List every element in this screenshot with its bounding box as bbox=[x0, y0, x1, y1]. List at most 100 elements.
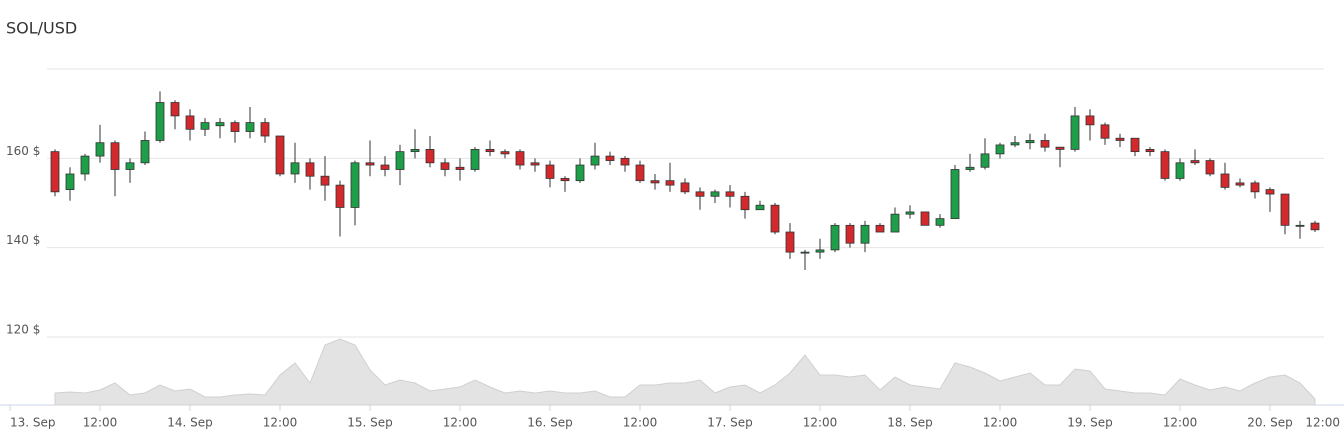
x-tick-label: 12:00 bbox=[263, 416, 298, 430]
candle-body bbox=[920, 211, 930, 226]
chart-title: SOL/USD bbox=[6, 19, 77, 38]
candle-body bbox=[695, 191, 705, 197]
volume-area bbox=[54, 338, 1316, 406]
candle-body bbox=[1280, 193, 1290, 226]
candle-body bbox=[410, 148, 420, 153]
candle-body bbox=[545, 164, 555, 179]
candle-body bbox=[260, 122, 270, 137]
candle-body bbox=[50, 151, 60, 193]
candle-body bbox=[1220, 173, 1230, 188]
candle-body bbox=[860, 224, 870, 244]
candle-body bbox=[110, 142, 120, 170]
candle-body bbox=[785, 231, 795, 253]
candle-body bbox=[890, 213, 900, 233]
y-tick-label: 120 $ bbox=[6, 323, 40, 337]
candle-body bbox=[305, 162, 315, 177]
x-tick-label: 12:00 bbox=[803, 416, 838, 430]
candle-body bbox=[380, 164, 390, 170]
candle-body bbox=[800, 251, 810, 254]
candle-body bbox=[470, 148, 480, 170]
candle-body bbox=[170, 102, 180, 117]
candle-body bbox=[275, 135, 285, 175]
candle-body bbox=[395, 151, 405, 170]
candle-body bbox=[1130, 137, 1140, 153]
candle-body bbox=[425, 148, 435, 164]
candle-body bbox=[350, 162, 360, 208]
candle-body bbox=[755, 204, 765, 211]
x-tick-label: 12:00 bbox=[1163, 416, 1198, 430]
candle-body bbox=[530, 162, 540, 166]
x-tick-label: 18. Sep bbox=[887, 416, 933, 430]
candle-body bbox=[1010, 142, 1020, 146]
candle-body bbox=[230, 122, 240, 132]
candle-body bbox=[1145, 148, 1155, 153]
candle-body bbox=[905, 211, 915, 215]
candle-body bbox=[1190, 160, 1200, 164]
y-tick-label: 140 $ bbox=[6, 233, 40, 247]
candle-body bbox=[965, 166, 975, 170]
candle-body bbox=[1025, 140, 1035, 144]
candle-body bbox=[185, 115, 195, 130]
candle-body bbox=[1100, 124, 1110, 139]
candle-body bbox=[650, 180, 660, 184]
candle-body bbox=[710, 191, 720, 197]
y-tick-label: 160 $ bbox=[6, 144, 40, 158]
candle-body bbox=[605, 155, 615, 161]
candle-body bbox=[215, 122, 225, 127]
x-tick-label: 12:00 bbox=[83, 416, 118, 430]
candle-body bbox=[1250, 182, 1260, 193]
x-tick-label: 17. Sep bbox=[707, 416, 753, 430]
candle-body bbox=[815, 249, 825, 253]
x-tick-label: 12:00 bbox=[1305, 416, 1340, 430]
candle-body bbox=[1265, 189, 1275, 195]
candle-body bbox=[740, 195, 750, 211]
x-tick-label: 12:00 bbox=[443, 416, 478, 430]
candle-body bbox=[560, 178, 570, 182]
x-tick-label: 19. Sep bbox=[1067, 416, 1113, 430]
candle-body bbox=[1160, 151, 1170, 179]
candle-body bbox=[1310, 222, 1320, 231]
candle-body bbox=[935, 218, 945, 226]
candle-body bbox=[635, 164, 645, 182]
candle-body bbox=[320, 175, 330, 186]
candle-body bbox=[440, 162, 450, 170]
x-tick-label: 15. Sep bbox=[347, 416, 393, 430]
candle-body bbox=[80, 155, 90, 175]
candle-body bbox=[950, 169, 960, 220]
candle-body bbox=[1205, 160, 1215, 175]
candle-body bbox=[155, 102, 165, 141]
candle-body bbox=[245, 122, 255, 132]
candle-body bbox=[1070, 115, 1080, 150]
candle-body bbox=[665, 180, 675, 186]
x-tick-label: 20. Sep bbox=[1247, 416, 1293, 430]
candle-body bbox=[575, 164, 585, 182]
candle-body bbox=[455, 166, 465, 170]
candle-body bbox=[1040, 140, 1050, 148]
candle-body bbox=[770, 204, 780, 233]
candle-body bbox=[515, 151, 525, 166]
candle-body bbox=[125, 162, 135, 170]
candle-body bbox=[620, 157, 630, 166]
candle-body bbox=[500, 151, 510, 155]
candle-body bbox=[1115, 137, 1125, 141]
candle-body bbox=[365, 162, 375, 166]
x-tick-label: 13. Sep bbox=[10, 416, 56, 430]
candle-body bbox=[200, 122, 210, 130]
candle-body bbox=[680, 182, 690, 193]
candle-body bbox=[95, 142, 105, 157]
candle-body bbox=[845, 224, 855, 244]
candle-body bbox=[290, 162, 300, 175]
x-tick-label: 16. Sep bbox=[527, 416, 573, 430]
x-tick-label: 12:00 bbox=[623, 416, 658, 430]
candle-body bbox=[335, 184, 345, 208]
candle-body bbox=[1295, 224, 1305, 227]
candle-body bbox=[590, 155, 600, 166]
candle-body bbox=[1085, 115, 1095, 126]
candle-body bbox=[1235, 182, 1245, 186]
candle-body bbox=[65, 173, 75, 190]
candle-body bbox=[995, 144, 1005, 155]
candle-body bbox=[140, 140, 150, 164]
candle-body bbox=[485, 148, 495, 153]
candle-body bbox=[1055, 146, 1065, 150]
